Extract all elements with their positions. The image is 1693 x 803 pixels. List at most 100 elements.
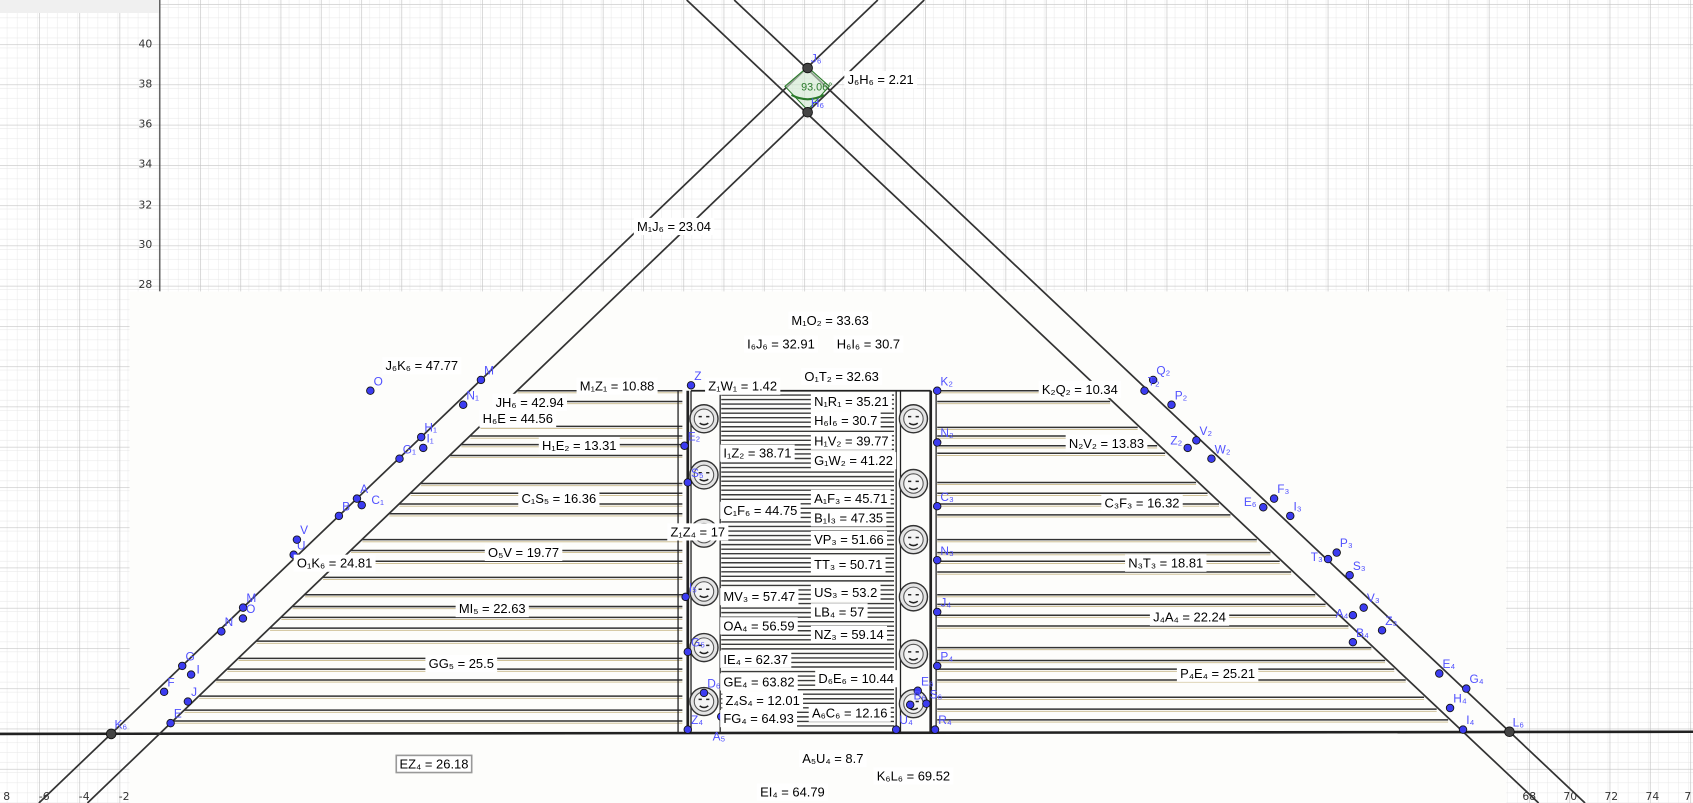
measurement-label[interactable]: O₁K₆ = 24.81: [293, 554, 376, 572]
point[interactable]: E₆: [913, 674, 934, 695]
measurement-label[interactable]: B₁I₃ = 47.35: [810, 509, 887, 527]
measurement-label[interactable]: H₁V₂ = 39.77: [810, 432, 892, 450]
point[interactable]: T₃: [1311, 550, 1333, 564]
measurement-label[interactable]: Z₁Z₄ = 17: [667, 523, 729, 541]
point-marker[interactable]: [419, 443, 428, 453]
point[interactable]: O: [238, 602, 255, 623]
point-marker[interactable]: [681, 592, 690, 602]
point[interactable]: Z₄: [683, 713, 703, 734]
point-marker[interactable]: [905, 700, 915, 709]
measurement-label[interactable]: D₆E₆ = 10.44: [815, 670, 898, 688]
measurement-label[interactable]: EI₄ = 64.79: [756, 783, 828, 801]
point-marker[interactable]: [166, 718, 175, 728]
point[interactable]: F₃: [1269, 482, 1290, 503]
measurement-label[interactable]: JH₆ = 42.94: [492, 393, 567, 411]
point[interactable]: N₂: [932, 426, 954, 447]
measurement-label[interactable]: H₁E₂ = 13.31: [538, 436, 620, 455]
point[interactable]: G: [178, 650, 195, 671]
point-marker[interactable]: [458, 400, 468, 409]
point[interactable]: Z₃: [1377, 614, 1398, 635]
measurement-label[interactable]: GE₄ = 63.82: [720, 673, 798, 691]
point[interactable]: P₄: [932, 650, 953, 671]
point-marker[interactable]: [1269, 494, 1279, 503]
point-marker[interactable]: [1377, 626, 1387, 635]
point[interactable]: P₂: [1167, 388, 1188, 409]
point-marker[interactable]: [1504, 726, 1515, 738]
point-marker[interactable]: [238, 603, 248, 612]
point[interactable]: V₃: [1359, 591, 1380, 612]
point-marker[interactable]: [1323, 554, 1333, 564]
measurement-label[interactable]: O₅V = 19.77: [484, 543, 563, 561]
point[interactable]: N₃: [932, 544, 954, 565]
measurement-label[interactable]: O₁T₂ = 32.63: [801, 367, 883, 386]
point-marker[interactable]: [680, 441, 689, 450]
point-marker[interactable]: [105, 728, 117, 740]
point-marker[interactable]: [476, 375, 486, 385]
point[interactable]: J₆: [802, 52, 822, 74]
point[interactable]: F: [159, 675, 175, 697]
point[interactable]: M: [238, 591, 256, 612]
measurement-label[interactable]: MI₅ = 22.63: [455, 599, 529, 618]
point[interactable]: I: [186, 662, 200, 679]
point-marker[interactable]: [1348, 637, 1358, 647]
measurement-label[interactable]: G₁W₂ = 41.22: [810, 452, 897, 470]
construction-line[interactable]: [733, 0, 1586, 803]
measurement-label[interactable]: H₆I₆ = 30.7: [833, 335, 904, 353]
point-marker[interactable]: [683, 725, 692, 734]
measurement-label[interactable]: US₃ = 53.2: [810, 583, 881, 601]
measurement-label[interactable]: TT₃ = 50.71: [810, 555, 886, 573]
point[interactable]: V: [292, 523, 308, 544]
measurement-label[interactable]: VP₃ = 51.66: [810, 530, 888, 549]
point-marker[interactable]: [1140, 386, 1149, 395]
measurement-label[interactable]: M₁J₆ = 23.04: [633, 217, 715, 236]
point[interactable]: O: [366, 374, 383, 395]
point-marker[interactable]: [891, 725, 901, 734]
point-marker[interactable]: [932, 438, 942, 447]
point-marker[interactable]: [922, 699, 931, 708]
measurement-labels[interactable]: J₆H₆ = 2.21 M₁J₆ = 23.04 M₁O₂ = 33.63 I₆J₆ …: [293, 71, 1259, 801]
point-marker[interactable]: [683, 478, 692, 487]
point[interactable]: B₄: [1348, 626, 1369, 647]
point[interactable]: H₄: [1445, 692, 1467, 713]
angle-marker[interactable]: 93.06°: [784, 66, 832, 111]
measurement-label[interactable]: K₆L₆ = 69.52: [873, 767, 954, 785]
measurement-label[interactable]: OA₄ = 56.59: [720, 617, 798, 635]
point[interactable]: C₃: [932, 490, 954, 511]
measurement-label[interactable]: GG₅ = 25.5: [425, 655, 498, 673]
point[interactable]: Z: [686, 369, 702, 390]
point-marker[interactable]: [1183, 443, 1192, 453]
point[interactable]: Z₂: [1170, 434, 1192, 453]
point-marker[interactable]: [357, 500, 366, 510]
point-marker[interactable]: [1332, 548, 1341, 557]
point[interactable]: A₄: [1336, 606, 1358, 620]
point-marker[interactable]: [1192, 436, 1201, 445]
point[interactable]: E₄: [1435, 657, 1455, 678]
point[interactable]: J₄: [932, 596, 951, 617]
point[interactable]: R₄: [930, 713, 952, 734]
measurement-label[interactable]: NZ₃ = 59.14: [810, 625, 888, 644]
point[interactable]: J: [183, 685, 197, 706]
point-marker[interactable]: [932, 661, 942, 671]
measurement-label[interactable]: N₂V₂ = 13.83: [1065, 434, 1148, 452]
point-marker[interactable]: [1435, 669, 1444, 678]
measurement-label[interactable]: H₆I₆ = 30.7: [810, 412, 881, 430]
point[interactable]: G₅: [683, 636, 705, 657]
point[interactable]: K₂: [932, 374, 953, 395]
point-marker[interactable]: [1167, 400, 1176, 409]
point-marker[interactable]: [802, 62, 813, 74]
point-marker[interactable]: [683, 647, 692, 657]
point[interactable]: N: [217, 615, 234, 636]
point-marker[interactable]: [802, 106, 813, 118]
point-marker[interactable]: [932, 607, 942, 617]
point-marker[interactable]: [1445, 703, 1455, 713]
point[interactable]: Q₂: [1148, 364, 1171, 385]
point-marker[interactable]: [292, 535, 302, 544]
measurement-label[interactable]: N₃T₃ = 18.81: [1125, 554, 1207, 572]
point[interactable]: S₃: [1345, 559, 1366, 580]
point-marker[interactable]: [186, 670, 196, 679]
point[interactable]: G₄: [1462, 672, 1484, 693]
measurement-label[interactable]: MV₃ = 57.47: [720, 588, 799, 606]
point-marker[interactable]: [686, 381, 696, 390]
point[interactable]: K₆: [105, 718, 127, 740]
